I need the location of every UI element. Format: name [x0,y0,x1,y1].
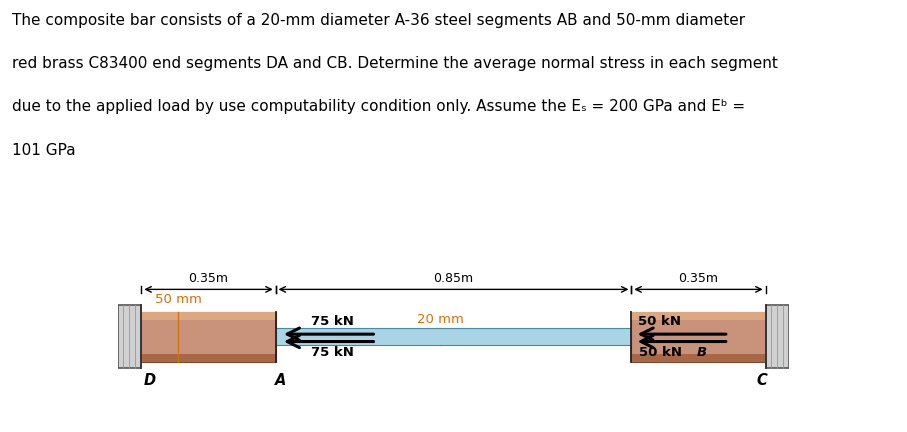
Bar [631,312,766,362]
Bar [118,305,141,368]
Text: 50 kN: 50 kN [639,315,681,328]
Text: C: C [756,373,767,388]
Bar [141,353,276,362]
Bar [631,312,766,320]
Text: 0.85m: 0.85m [434,272,473,285]
Bar [276,328,631,345]
Bar [766,305,789,368]
Text: D: D [144,373,156,388]
Text: 101 GPa: 101 GPa [12,143,75,158]
Bar [141,312,276,320]
Text: B: B [697,346,707,359]
Text: 20 mm: 20 mm [416,313,463,326]
Text: A: A [276,373,287,388]
Text: red brass C83400 end segments DA and CB. Determine the average normal stress in : red brass C83400 end segments DA and CB.… [12,56,777,71]
Bar [141,312,276,362]
Bar [631,353,766,362]
Text: 50 mm: 50 mm [155,293,201,306]
Text: The composite bar consists of a 20-mm diameter A-36 steel segments AB and 50-mm : The composite bar consists of a 20-mm di… [12,13,745,28]
Text: 75 kN: 75 kN [311,315,354,328]
Text: 0.35m: 0.35m [678,272,718,285]
Text: due to the applied load by use computability condition only. Assume the Eₛ = 200: due to the applied load by use computabi… [12,99,745,114]
Text: 0.35m: 0.35m [189,272,229,285]
Text: 75 kN: 75 kN [311,346,354,359]
Text: 50 kN: 50 kN [639,346,682,359]
